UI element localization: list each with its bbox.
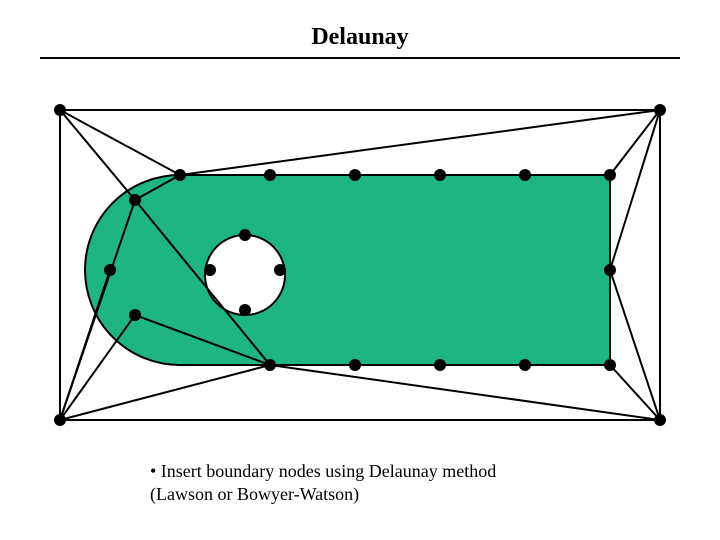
- caption-line-1: • Insert boundary nodes using Delaunay m…: [150, 460, 496, 483]
- diagram-svg: [50, 100, 670, 430]
- title-underline: [40, 57, 680, 59]
- caption-line-2: (Lawson or Bowyer-Watson): [150, 483, 496, 506]
- caption: • Insert boundary nodes using Delaunay m…: [150, 460, 496, 507]
- delaunay-diagram: [50, 100, 670, 430]
- page-title: Delaunay: [0, 0, 720, 51]
